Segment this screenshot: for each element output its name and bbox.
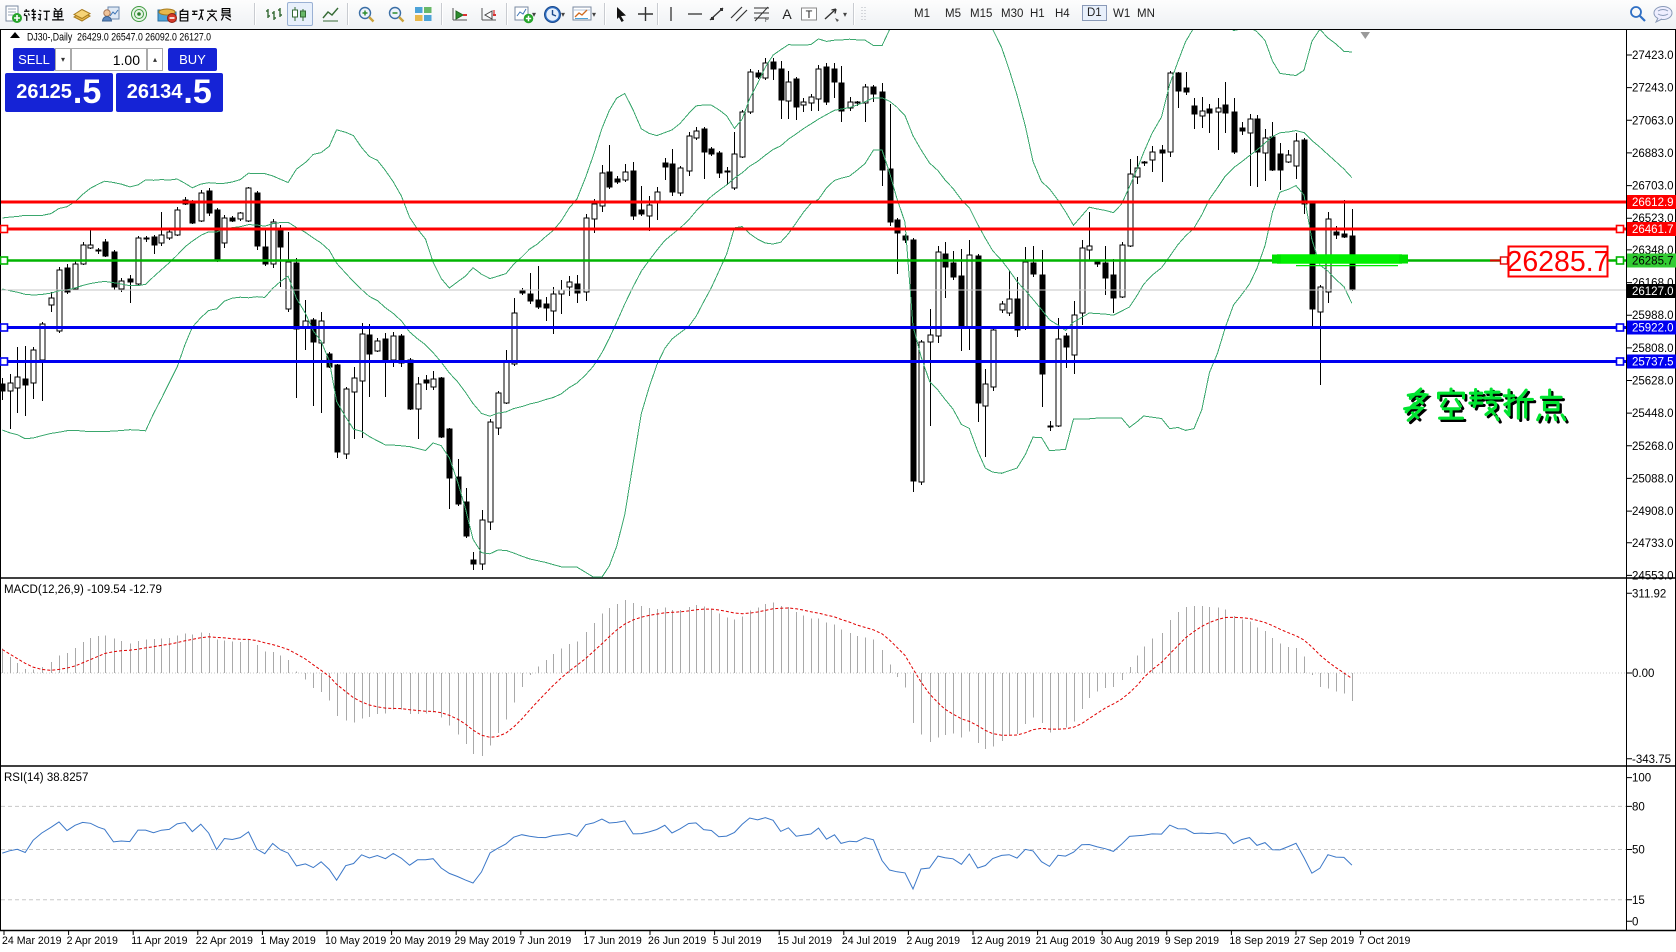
svg-text:10 May 2019: 10 May 2019	[325, 935, 386, 947]
svg-text:25268.0: 25268.0	[1632, 441, 1674, 453]
svg-text:0.00: 0.00	[1632, 668, 1654, 680]
svg-text:-343.75: -343.75	[1632, 754, 1671, 766]
svg-text:80: 80	[1632, 801, 1645, 813]
svg-text:25448.0: 25448.0	[1632, 408, 1674, 420]
svg-text:24908.0: 24908.0	[1632, 506, 1674, 518]
svg-text:25088.0: 25088.0	[1632, 473, 1674, 485]
svg-text:0: 0	[1632, 916, 1638, 928]
svg-text:311.92: 311.92	[1632, 588, 1666, 600]
svg-text:29 May 2019: 29 May 2019	[454, 935, 515, 947]
svg-text:7 Oct 2019: 7 Oct 2019	[1359, 935, 1411, 947]
svg-text:2 Aug 2019: 2 Aug 2019	[906, 935, 960, 947]
svg-text:18 Sep 2019: 18 Sep 2019	[1229, 935, 1289, 947]
svg-text:24 Jul 2019: 24 Jul 2019	[842, 935, 897, 947]
svg-text:100: 100	[1632, 773, 1651, 785]
svg-text:9 Sep 2019: 9 Sep 2019	[1165, 935, 1219, 947]
svg-text:20 May 2019: 20 May 2019	[390, 935, 451, 947]
svg-text:24553.0: 24553.0	[1632, 570, 1674, 582]
svg-text:26 Jun 2019: 26 Jun 2019	[648, 935, 706, 947]
svg-text:27243.0: 27243.0	[1632, 83, 1674, 95]
svg-text:25737.5: 25737.5	[1632, 357, 1674, 369]
svg-text:7 Jun 2019: 7 Jun 2019	[519, 935, 572, 947]
svg-text:F: F	[765, 18, 769, 23]
svg-text:A: A	[782, 6, 792, 22]
svg-text:25922.0: 25922.0	[1632, 323, 1674, 335]
svg-text:50: 50	[1632, 845, 1645, 857]
svg-text:12 Aug 2019: 12 Aug 2019	[971, 935, 1031, 947]
svg-text:26461.7: 26461.7	[1632, 224, 1674, 236]
svg-text:27 Sep 2019: 27 Sep 2019	[1294, 935, 1354, 947]
svg-text:24 Mar 2019: 24 Mar 2019	[2, 935, 62, 947]
svg-text:27063.0: 27063.0	[1632, 115, 1674, 127]
svg-text:21 Aug 2019: 21 Aug 2019	[1036, 935, 1096, 947]
svg-text:17 Jun 2019: 17 Jun 2019	[583, 935, 641, 947]
svg-text:26285.7: 26285.7	[1506, 246, 1609, 278]
svg-text:11 Apr 2019: 11 Apr 2019	[131, 935, 187, 947]
svg-text:30 Aug 2019: 30 Aug 2019	[1100, 935, 1160, 947]
svg-text:1 May 2019: 1 May 2019	[260, 935, 315, 947]
svg-text:22 Apr 2019: 22 Apr 2019	[196, 935, 253, 947]
svg-text:RSI(14) 38.8257: RSI(14) 38.8257	[4, 772, 88, 784]
svg-text:24733.0: 24733.0	[1632, 538, 1674, 550]
svg-text:25628.0: 25628.0	[1632, 376, 1674, 388]
svg-text:26127.0: 26127.0	[1632, 286, 1674, 298]
svg-text:26703.0: 26703.0	[1632, 181, 1674, 193]
svg-text:26285.7: 26285.7	[1632, 256, 1674, 268]
svg-text:MACD(12,26,9) -109.54 -12.79: MACD(12,26,9) -109.54 -12.79	[4, 584, 162, 596]
svg-text:5 Jul 2019: 5 Jul 2019	[713, 935, 762, 947]
svg-text:2 Apr 2019: 2 Apr 2019	[67, 935, 118, 947]
svg-text:15: 15	[1632, 895, 1645, 907]
svg-text:26612.9: 26612.9	[1632, 197, 1674, 209]
svg-text:DJ30-,Daily 26429.0 26547.0 2: DJ30-,Daily 26429.0 26547.0 26092.0 2612…	[27, 32, 211, 44]
svg-text:25808.0: 25808.0	[1632, 343, 1674, 355]
svg-text:T: T	[806, 9, 813, 21]
svg-text:25988.0: 25988.0	[1632, 310, 1674, 322]
svg-text:27423.0: 27423.0	[1632, 50, 1674, 62]
svg-text:15 Jul 2019: 15 Jul 2019	[777, 935, 832, 947]
svg-text:26883.0: 26883.0	[1632, 148, 1674, 160]
